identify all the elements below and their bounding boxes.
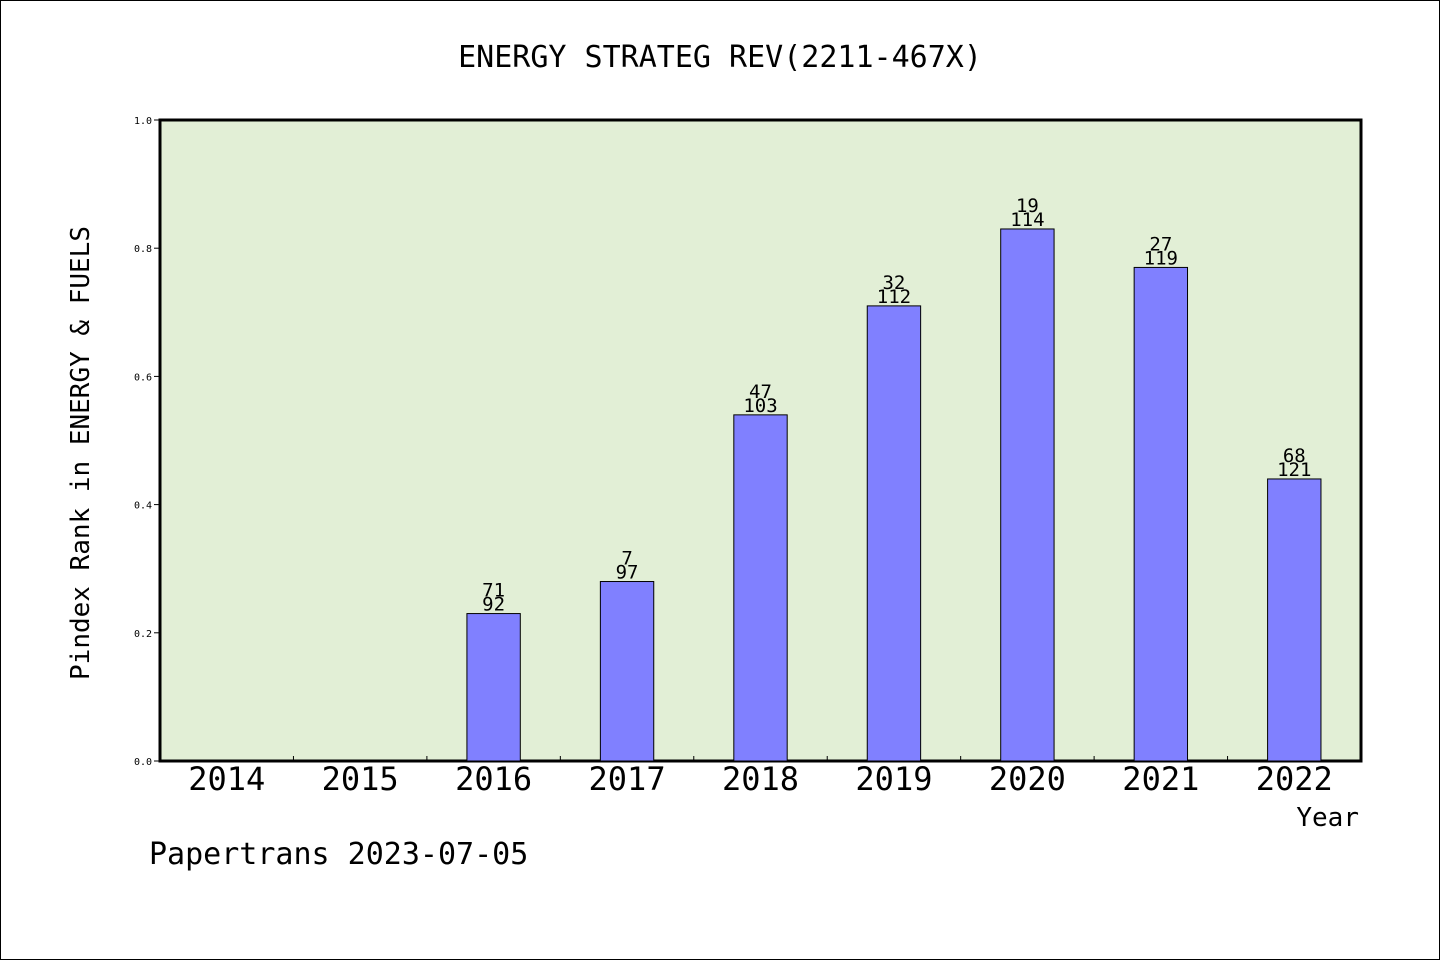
y-tick-label: 0.6	[134, 372, 152, 383]
x-tick-label: 2019	[855, 760, 932, 798]
y-tick-label: 1.0	[134, 116, 152, 127]
x-tick-label: 2014	[188, 760, 265, 798]
y-axis: 0.0 0.2 0.4 0.6 0.8 1.0	[134, 116, 160, 768]
y-tick-label: 0.4	[134, 501, 152, 512]
bar-label-bottom: 92	[482, 594, 505, 616]
bar-label-top: 47	[749, 381, 772, 403]
bar-2021	[1133, 266, 1189, 762]
bar-label-bottom: 97	[616, 562, 639, 584]
bar-series	[466, 228, 1322, 762]
bar-label-top: 71	[482, 580, 505, 602]
bar-label-bottom: 114	[1010, 209, 1044, 231]
x-axis: 2014 2015 2016 2017 2018 2019 2020 2021 2022	[188, 756, 1333, 798]
bar-2018	[733, 414, 788, 762]
x-tick-label: 2022	[1256, 760, 1333, 798]
footer-credit: Papertrans 2023-07-05	[149, 837, 528, 872]
bar-label-top: 7	[621, 548, 632, 570]
bar-label-bottom: 112	[877, 286, 911, 308]
bar-label-bottom: 121	[1277, 459, 1311, 481]
bar-2017	[599, 581, 655, 762]
bar-2020	[1000, 228, 1055, 762]
chart-title: ENERGY STRATEG REV(2211-467X)	[458, 40, 982, 75]
bar-label-top: 32	[882, 272, 905, 294]
y-tick-label: 0.2	[134, 629, 152, 640]
x-tick-label: 2021	[1122, 760, 1199, 798]
x-axis-label: Year	[1296, 803, 1359, 833]
x-tick-label: 2020	[989, 760, 1066, 798]
bar-label-bottom: 103	[743, 395, 777, 417]
y-tick-label: 0.8	[134, 244, 152, 255]
bar-2022	[1267, 478, 1322, 762]
x-tick-label: 2017	[589, 760, 666, 798]
bar-label-bottom: 119	[1144, 247, 1178, 269]
bar-label-top: 19	[1016, 195, 1039, 217]
bar-label-top: 68	[1283, 445, 1306, 467]
x-tick-label: 2016	[455, 760, 532, 798]
x-tick-label: 2018	[722, 760, 799, 798]
y-tick-label: 0.0	[134, 757, 152, 768]
y-axis-label: Pindex Rank in ENERGY & FUELS	[66, 226, 96, 680]
bar-2019	[866, 305, 922, 762]
x-tick-label: 2015	[322, 760, 399, 798]
bar-label-top: 27	[1149, 233, 1172, 255]
bar-2016	[466, 613, 521, 762]
